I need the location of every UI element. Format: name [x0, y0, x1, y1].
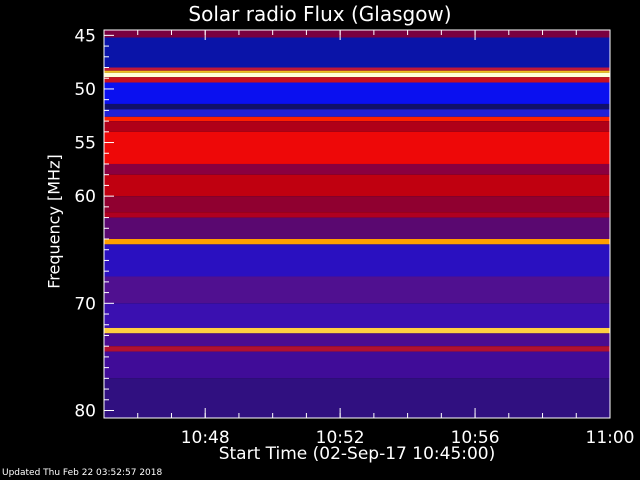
spectrogram-band: [104, 174, 610, 197]
updated-timestamp: Updated Thu Feb 22 03:52:57 2018: [2, 468, 163, 478]
x-tick-label: 10:52: [316, 428, 365, 448]
spectrogram-band: [104, 67, 610, 71]
plot-frame: [103, 29, 611, 419]
spectrogram-band: [104, 131, 610, 164]
spectrogram-band: [104, 378, 610, 418]
spectrogram-band: [104, 30, 610, 38]
spectrogram-band: [104, 196, 610, 213]
y-tick-label: 55: [74, 134, 96, 154]
spectrogram-band: [104, 77, 610, 83]
y-tick-label: 60: [74, 187, 96, 207]
x-tick-label: 10:48: [181, 428, 230, 448]
spectrogram-band: [104, 239, 610, 245]
spectrogram-band: [104, 109, 610, 117]
spectrogram-band: [104, 70, 610, 73]
spectrogram-band: [104, 327, 610, 334]
y-tick-label: 45: [74, 26, 96, 46]
spectrogram-band: [104, 244, 610, 277]
spectrogram-band: [104, 163, 610, 175]
spectrogram-band: [104, 217, 610, 240]
spectrogram-band: [104, 37, 610, 68]
spectrogram-band: [104, 212, 610, 218]
spectrogram-band: [104, 346, 610, 352]
spectrogram-band: [104, 72, 610, 78]
x-tick-label: 10:56: [451, 428, 500, 448]
spectrogram-band: [104, 121, 610, 132]
y-tick-label: 70: [74, 294, 96, 314]
y-tick-label: 50: [74, 80, 96, 100]
spectrogram-band: [104, 333, 610, 347]
y-tick-label: 80: [74, 401, 96, 421]
spectrogram-band: [104, 103, 610, 110]
spectrogram-band: [104, 116, 610, 122]
spectrogram-band: [104, 351, 610, 379]
x-axis-label: Start Time (02-Sep-17 10:45:00): [218, 444, 496, 464]
spectrogram-band: [104, 303, 610, 328]
x-tick-label: 11:00: [586, 428, 635, 448]
y-axis-label: Frequency [MHz]: [44, 154, 64, 289]
spectrogram-band: [104, 82, 610, 104]
chart-title: Solar radio Flux (Glasgow): [188, 2, 452, 26]
spectrogram-band: [104, 276, 610, 304]
